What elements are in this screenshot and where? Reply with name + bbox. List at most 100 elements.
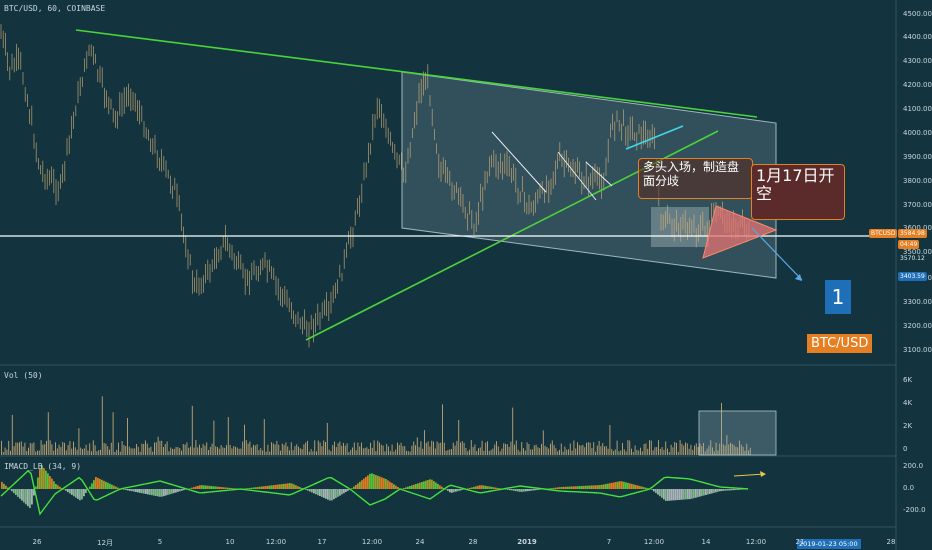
volume-bar: [649, 440, 650, 455]
macd-bar: [615, 482, 617, 489]
macd-bar: [413, 484, 415, 489]
macd-bar: [721, 489, 723, 491]
volume-bar: [287, 446, 289, 455]
volume-bar: [364, 447, 366, 455]
macd-bar: [47, 473, 49, 489]
volume-bar: [427, 441, 429, 455]
volume-highlight-box: [698, 410, 777, 456]
macd-bar: [581, 485, 583, 489]
volume-bar: [177, 447, 179, 455]
macd-bar: [207, 485, 209, 489]
volume-bar: [242, 441, 244, 455]
volume-bar: [116, 449, 118, 455]
volume-bar: [474, 444, 476, 455]
volume-bar: [328, 449, 330, 455]
volume-bar: [717, 450, 719, 455]
macd-bar: [17, 489, 19, 497]
macd-bar: [27, 489, 29, 507]
volume-bar: [139, 451, 141, 455]
macd-bar: [287, 483, 289, 489]
volume-bar: [85, 444, 87, 455]
volume-bar: [487, 441, 488, 455]
macd-bar: [41, 465, 43, 489]
volume-bar: [726, 435, 728, 455]
macd-bar: [441, 486, 443, 489]
macd-bar: [33, 489, 35, 496]
macd-bar: [599, 485, 601, 489]
pair-label[interactable]: BTC/USD: [807, 334, 873, 353]
macd-bar: [7, 487, 9, 489]
volume-bar: [179, 448, 181, 455]
volume-bar: [204, 445, 206, 455]
volume-bar: [146, 443, 148, 455]
price-tick: 4200.00: [903, 81, 932, 89]
volume-bar: [238, 448, 240, 455]
volume-bar: [186, 442, 188, 455]
macd-bar: [439, 485, 441, 489]
macd-bar: [257, 486, 259, 489]
macd-bar: [607, 483, 609, 489]
volume-bar: [308, 451, 310, 455]
macd-bar: [535, 489, 537, 491]
macd-bar: [263, 486, 265, 489]
macd-bar: [687, 489, 689, 500]
macd-bar: [639, 486, 641, 489]
volume-bar: [618, 451, 620, 455]
volume-bar: [326, 422, 328, 455]
macd-bar: [577, 486, 579, 489]
macd-bar: [393, 484, 395, 489]
volume-bar: [13, 446, 15, 455]
macd-bar: [733, 489, 735, 491]
macd-tick: 200.0: [903, 462, 924, 470]
macd-bar: [709, 489, 711, 494]
volume-bar: [233, 446, 235, 455]
macd-bar: [53, 481, 55, 489]
macd-bar: [23, 489, 25, 503]
wave-label[interactable]: 1: [825, 280, 851, 314]
macd-bar: [221, 487, 223, 489]
volume-bar: [533, 445, 535, 455]
macd-bar: [311, 489, 313, 493]
macd-bar: [353, 486, 355, 489]
volume-bar: [121, 441, 123, 455]
volume-bar: [564, 446, 566, 455]
volume-bar: [674, 441, 676, 455]
volume-bar: [28, 447, 29, 455]
macd-bar: [715, 489, 717, 493]
volume-bar: [211, 443, 213, 455]
macd-bar: [13, 489, 15, 494]
bull-entry-note[interactable]: 多头入场，制造盘面分歧: [638, 158, 753, 199]
volume-bar: [110, 442, 112, 455]
macd-bar: [1, 481, 3, 489]
macd-bar: [525, 489, 527, 492]
volume-bar: [64, 442, 65, 455]
time-label: 7: [606, 538, 612, 546]
macd-bar: [137, 489, 139, 493]
macd-bar: [123, 489, 125, 490]
macd-bar: [553, 487, 555, 489]
macd-bar: [301, 487, 303, 489]
volume-bar: [404, 446, 406, 455]
volume-bar: [292, 450, 294, 455]
macd-bar: [619, 481, 621, 489]
macd-bar: [645, 487, 647, 489]
volume-bar: [26, 450, 28, 455]
volume-bar: [706, 448, 708, 455]
volume-bar: [87, 450, 89, 455]
volume-bar: [478, 448, 479, 455]
macd-bar: [357, 483, 359, 489]
macd-bar: [601, 484, 603, 489]
volume-bars: [1, 396, 751, 455]
macd-bar: [363, 478, 365, 489]
volume-bar: [244, 424, 245, 455]
volume-bar: [551, 440, 553, 455]
gap-short-note[interactable]: 1月17日开空: [751, 164, 845, 220]
macd-bar: [171, 489, 173, 494]
macd-bar: [233, 488, 235, 489]
macd-bar: [157, 489, 159, 497]
macd-bar: [165, 489, 167, 496]
volume-bar: [647, 448, 649, 455]
macd-bar: [517, 489, 519, 492]
volume-bar: [524, 450, 526, 455]
